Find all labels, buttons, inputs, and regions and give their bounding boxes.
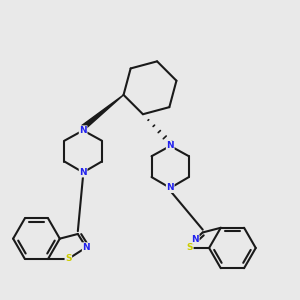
Text: S: S [187,244,193,253]
Text: N: N [82,243,90,252]
Text: N: N [79,126,87,135]
Text: N: N [167,183,174,192]
Text: S: S [65,254,72,263]
Text: N: N [79,168,87,177]
Text: N: N [167,142,174,151]
Text: N: N [191,235,199,244]
Polygon shape [82,95,124,130]
